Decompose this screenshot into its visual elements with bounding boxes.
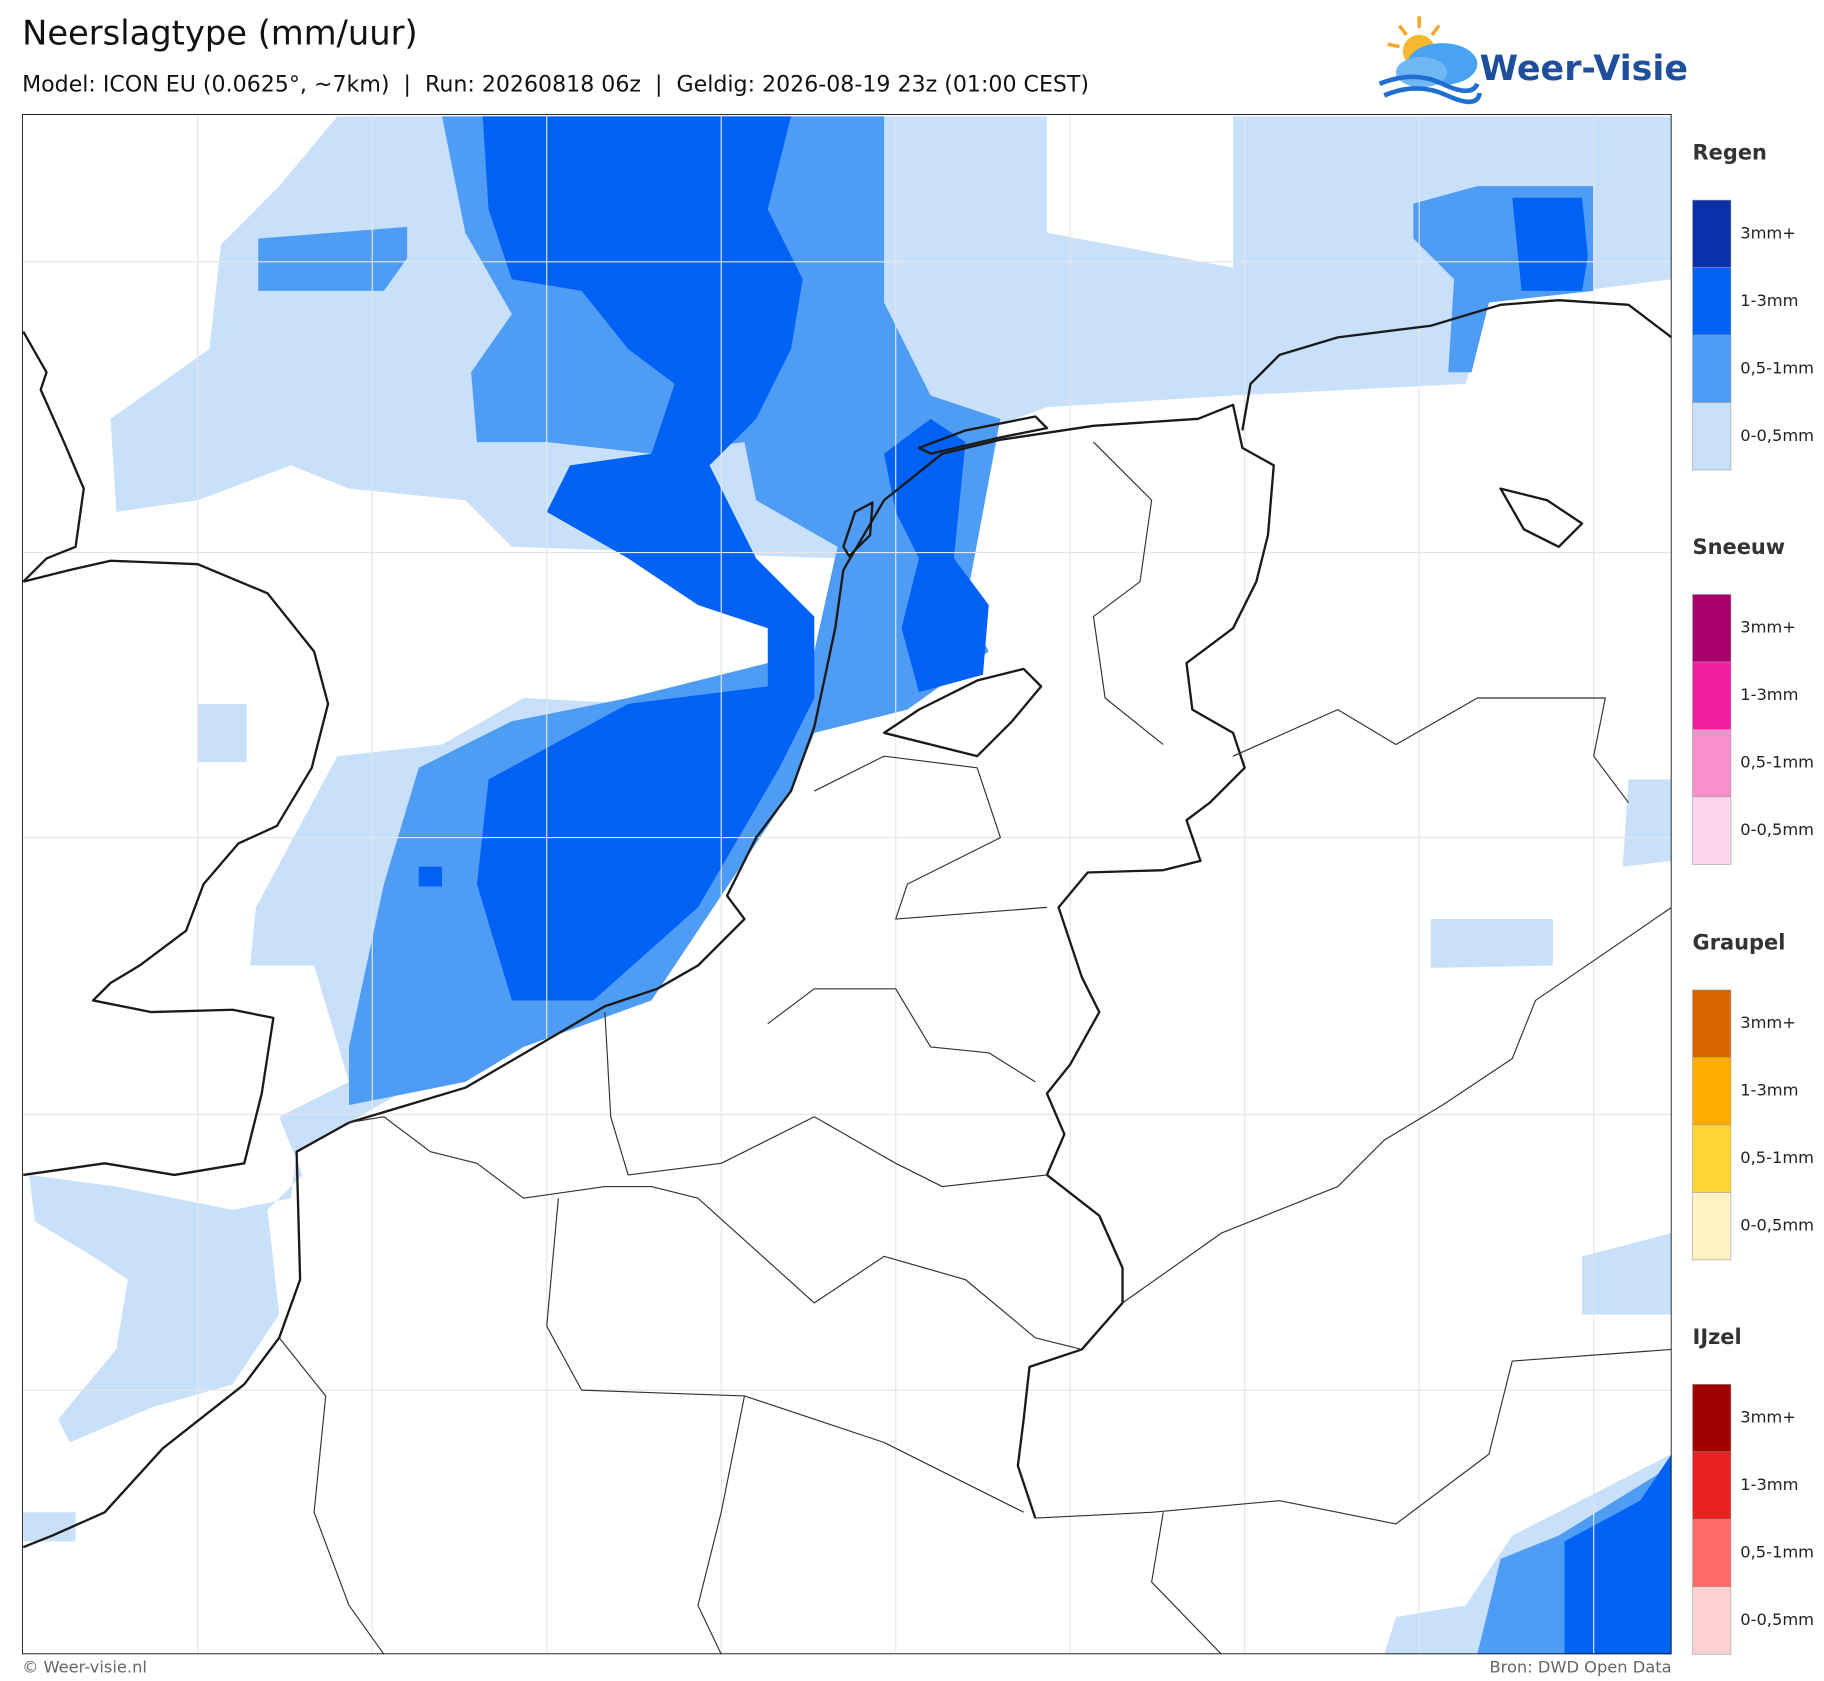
legend-swatch bbox=[1692, 199, 1732, 268]
legend-label: 1-3mm bbox=[1740, 1081, 1798, 1100]
legend-label: 0,5-1mm bbox=[1740, 1148, 1814, 1167]
legend-swatch bbox=[1692, 1057, 1732, 1126]
legend-label: 0-0,5mm bbox=[1740, 1216, 1814, 1235]
legend-swatch bbox=[1692, 1384, 1732, 1453]
footer-source: Bron: DWD Open Data bbox=[1489, 1658, 1671, 1677]
legend-label: 1-3mm bbox=[1740, 291, 1798, 310]
logo: Weer-Visie bbox=[1378, 16, 1688, 105]
legend-label: 1-3mm bbox=[1740, 685, 1798, 704]
title: Neerslagtype (mm/uur) bbox=[22, 13, 418, 52]
legend-label: 0,5-1mm bbox=[1740, 753, 1814, 772]
legend-title: Regen bbox=[1693, 141, 1767, 165]
legend-label: 3mm+ bbox=[1740, 1013, 1796, 1032]
legend-label: 0-0,5mm bbox=[1740, 426, 1814, 445]
legend-swatch bbox=[1692, 989, 1732, 1058]
grid bbox=[22, 114, 1672, 1655]
coastlines bbox=[22, 298, 1672, 1549]
legend-title: IJzel bbox=[1693, 1325, 1742, 1349]
legend-swatch bbox=[1692, 729, 1732, 798]
legend-swatch bbox=[1692, 1451, 1732, 1520]
legend-swatch bbox=[1692, 402, 1732, 471]
map bbox=[22, 114, 1672, 1655]
legend-label: 0-0,5mm bbox=[1740, 1610, 1814, 1629]
legend-swatch bbox=[1692, 1124, 1732, 1193]
borders bbox=[278, 441, 1672, 1655]
legend-swatch bbox=[1692, 1192, 1732, 1261]
legend-swatch bbox=[1692, 267, 1732, 336]
legend-swatch bbox=[1692, 334, 1732, 403]
legend-swatch bbox=[1692, 661, 1732, 730]
legend-label: 3mm+ bbox=[1740, 223, 1796, 242]
legend-label: 0,5-1mm bbox=[1740, 358, 1814, 377]
legend-label: 3mm+ bbox=[1740, 618, 1796, 637]
legend-swatch bbox=[1692, 796, 1732, 865]
legend-title: Sneeuw bbox=[1693, 535, 1786, 559]
logo-text: Weer-Visie bbox=[1480, 49, 1688, 89]
legend-label: 0-0,5mm bbox=[1740, 820, 1814, 839]
legend-label: 1-3mm bbox=[1740, 1475, 1798, 1494]
legend-swatch bbox=[1692, 594, 1732, 663]
legend-label: 0,5-1mm bbox=[1740, 1543, 1814, 1562]
legend-title: Graupel bbox=[1693, 930, 1786, 954]
legend-label: 3mm+ bbox=[1740, 1408, 1796, 1427]
precip-heavy bbox=[418, 116, 1672, 1655]
legend-swatch bbox=[1692, 1518, 1732, 1588]
legend-swatch bbox=[1692, 1586, 1732, 1655]
legend: Regen 3mm+ 1-3mm 0,5-1mm 0-0,5mm Sneeuw 3mm+ 1-… bbox=[1692, 141, 1814, 1655]
footer-credit: © Weer-visie.nl bbox=[22, 1658, 147, 1677]
subtitle: Model: ICON EU (0.0625°, ~7km) | Run: 20… bbox=[22, 71, 1089, 97]
